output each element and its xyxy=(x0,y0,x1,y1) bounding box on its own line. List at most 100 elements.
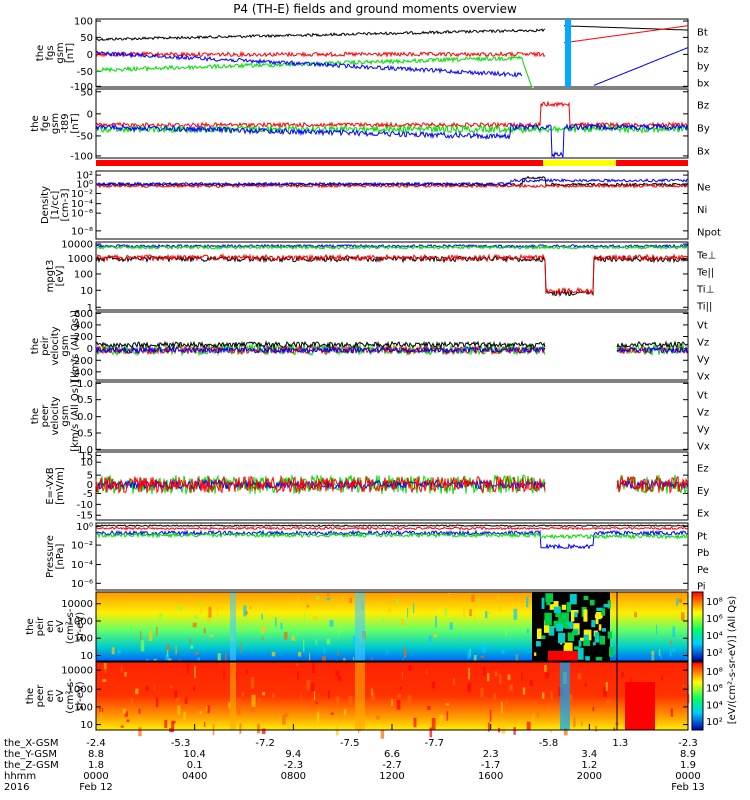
spectrogram-blob xyxy=(541,635,546,640)
spectrogram-streak xyxy=(515,654,518,666)
series-Vt xyxy=(95,340,546,349)
x-tick-label: 6.6 xyxy=(384,749,400,760)
spectrogram-streak xyxy=(165,654,169,662)
spectrogram-streak xyxy=(246,669,248,675)
spectrogram-streak xyxy=(621,601,624,606)
spectrogram-streak xyxy=(487,672,490,682)
y-axis-label-line: eV xyxy=(55,689,66,702)
spectrogram-streak xyxy=(296,632,298,637)
spectrogram-streak xyxy=(171,721,175,733)
spectrogram-blob xyxy=(558,632,566,644)
spectrogram-streak xyxy=(195,651,199,655)
spectrogram-streak xyxy=(386,650,388,655)
spectrogram-blob xyxy=(541,597,545,609)
legend-entry: Vy xyxy=(697,425,710,436)
spectrogram-streak xyxy=(111,647,115,655)
spectrogram-streak xyxy=(403,647,407,658)
spectrogram-streak xyxy=(326,638,331,645)
spectrogram-streak xyxy=(408,665,412,671)
spectrogram-blob xyxy=(583,609,588,622)
x-tick-label: 0.1 xyxy=(187,760,203,771)
colorbar-tick-label: 10⁴ xyxy=(706,700,723,711)
spectrogram-streak xyxy=(269,627,272,632)
spectrogram-streak xyxy=(309,653,311,662)
spectrogram-streak xyxy=(371,688,373,700)
spectrogram-streak xyxy=(321,655,326,662)
y-axis-label: the fgs gsm [nT] xyxy=(35,42,76,63)
x-tick-label: 9.4 xyxy=(285,749,301,760)
spectrogram-feature xyxy=(230,662,236,730)
spectrogram-streak xyxy=(682,684,686,687)
spectrogram-streak xyxy=(216,607,219,616)
status-bar-segment xyxy=(543,160,616,166)
legend: Pt Pb Pe Pi xyxy=(697,531,709,592)
spectrogram-blob xyxy=(545,593,554,602)
y-axis-label-line: the xyxy=(30,115,41,131)
spectrogram-streak xyxy=(235,671,237,680)
y-tick-label: 10⁻² xyxy=(71,541,93,552)
spectrogram-streak xyxy=(621,671,624,678)
spectrogram-streak xyxy=(678,598,683,603)
colorbar-tick-label: 10⁴ xyxy=(706,631,723,642)
x-tick-label: 1.8 xyxy=(88,760,104,771)
legend: Ez Ey Ex xyxy=(697,463,709,519)
y-axis-label-line: gsm xyxy=(50,113,61,134)
x-tick-label: -5.3 xyxy=(171,738,191,749)
spectrogram-streak xyxy=(225,653,227,666)
series-Pi xyxy=(95,529,689,550)
y-axis-label-line: sr-eV) xyxy=(75,681,86,710)
spectrogram-streak xyxy=(140,640,145,652)
spectrogram-streak xyxy=(183,711,186,721)
series-Bz xyxy=(95,100,689,129)
spectrogram-blob xyxy=(579,637,586,642)
spectrogram-streak xyxy=(317,711,320,723)
spectrogram-blob xyxy=(578,640,582,647)
spectrogram-streak xyxy=(117,649,121,654)
y-tick-label: 1000 xyxy=(68,685,93,696)
spectrogram-streak xyxy=(327,690,330,699)
spectrogram-streak xyxy=(102,679,107,682)
x-tick-label: 2.3 xyxy=(483,749,499,760)
y-tick-label: 5 xyxy=(87,471,93,482)
spectrogram-streak xyxy=(592,707,595,712)
spectrogram-streak xyxy=(251,694,256,707)
panel-frame xyxy=(95,522,689,591)
spectrogram-streak xyxy=(159,613,163,619)
x-tick-label: -5.8 xyxy=(539,738,559,749)
spectrogram-feature xyxy=(355,662,365,730)
panel-fge: 50 0 -50 -100 the fge gsm -t89 [nT] Bz By Bx xyxy=(30,87,710,166)
y-axis-label-line: the xyxy=(30,338,41,354)
y-axis-label-line: [mV/m] xyxy=(55,467,66,505)
y-axis-label-line: gsm xyxy=(60,335,71,356)
panel-peir_spec: 10000 1000 100 10 the peir en eV (cm²-s-sr-eV) xyxy=(25,591,689,672)
series-Ez xyxy=(95,474,546,495)
spectrogram-streak xyxy=(483,666,486,676)
spectrogram-streak xyxy=(326,597,331,601)
legend: Bz By Bx xyxy=(697,101,710,158)
y-axis-label-line: the xyxy=(30,408,41,424)
y-tick-label: 10⁻⁶ xyxy=(71,209,93,220)
spectrogram-streak xyxy=(431,717,436,730)
spectrogram-blob xyxy=(567,632,575,642)
spectrogram-streak xyxy=(261,728,266,735)
spectrogram-streak xyxy=(489,709,492,722)
y-tick-label: 10000 xyxy=(61,666,93,677)
spectrogram-streak xyxy=(488,611,491,614)
spectrogram-streak xyxy=(513,608,518,620)
spectrogram-streak xyxy=(331,598,334,608)
spectrogram-streak xyxy=(283,631,288,640)
spectrogram-streak xyxy=(192,622,197,628)
y-axis-label: the fge gsm -t89 [nT] xyxy=(30,113,81,134)
spectrogram-streak xyxy=(184,697,188,704)
panel-frame xyxy=(95,241,689,311)
series-Te-perp xyxy=(95,253,689,296)
colorbar-tick-label: 10² xyxy=(706,648,723,659)
y-axis-label-line: en xyxy=(45,690,56,703)
legend-entry: by xyxy=(697,62,709,73)
spectrogram-streak xyxy=(352,635,356,646)
legend-entry: Bx xyxy=(697,147,710,158)
spectrogram-feature xyxy=(625,682,655,730)
spectrogram-streak xyxy=(634,612,638,618)
y-tick-label: 100 xyxy=(74,702,93,713)
